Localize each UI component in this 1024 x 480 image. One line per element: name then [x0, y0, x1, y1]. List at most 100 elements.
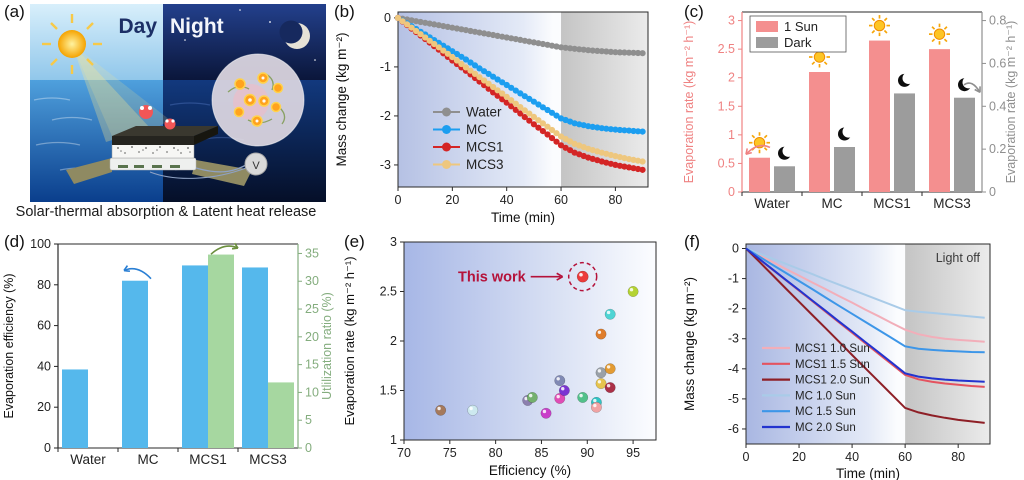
bar-group-mcs3 [242, 267, 294, 448]
moon-icon [898, 72, 915, 87]
right-tick-label: 30 [305, 274, 319, 288]
bar-group-mc [809, 46, 855, 192]
x-tick-label: 80 [951, 450, 965, 464]
sun-icon [929, 23, 950, 45]
scatter-point [595, 328, 607, 340]
left-axis-title: Evaporation rate (kg m⁻² h⁻¹) [682, 21, 696, 184]
legend-label: Dark [784, 35, 812, 50]
right-tick-label: 10 [305, 385, 319, 399]
series-mcs1-1.0-sun [745, 247, 985, 343]
left-tick-label: 0 [728, 185, 735, 199]
legend-label: 1 Sun [784, 19, 818, 34]
y-tick-label: -6 [728, 422, 739, 436]
sun-icon [869, 15, 890, 37]
right-tick-label: 35 [305, 246, 319, 260]
bar-dark [894, 93, 915, 192]
x-tick-label: 80 [489, 446, 503, 460]
bar-group-water [749, 132, 795, 192]
day-label: Day [118, 15, 157, 38]
light-off-shade [905, 244, 990, 444]
this-work-dashed-circle [567, 261, 598, 292]
category-label: MCS3 [249, 452, 287, 467]
scatter-point [595, 367, 607, 379]
right-tick-label: 0.6 [989, 56, 1006, 70]
left-axis-arrow-head [123, 265, 131, 273]
axes: 0 -1 -2 -3 0 20 40 60 80 Time (min) Mass change (k… [334, 11, 649, 225]
x-axis-title: Efficiency (%) [489, 463, 571, 478]
y-tick-label: 3 [390, 235, 397, 249]
right-axis-arrow-head [974, 86, 981, 94]
panel-e-comparison-scatter: (e) 1 1.5 2 2.5 3 70 75 80 85 90 95 Efficiency (%) E… [340, 230, 680, 480]
right-tick-label: 0.8 [989, 14, 1006, 28]
bar-dark [834, 147, 855, 192]
scatter-point [627, 286, 639, 297]
legend-label: MC 1.5 Sun [795, 406, 856, 418]
bar-1-sun [929, 49, 950, 193]
voltmeter: V [149, 152, 268, 179]
bar-evaporation-efficiency [242, 267, 268, 448]
right-axis-arrow-head [231, 242, 239, 250]
bar-utilization-ratio [208, 254, 234, 448]
x-tick-label: 70 [397, 446, 411, 460]
left-tick-label: 80 [37, 278, 51, 292]
bar-dark [954, 97, 975, 192]
chart-mass-change-1sun: 0 -1 -2 -3 0 20 40 60 80 Time (min) Mass change (k… [334, 11, 649, 225]
left-tick-label: 0.5 [718, 156, 735, 170]
right-tick-label: 15 [305, 358, 319, 372]
right-tick-label: 0.4 [989, 99, 1006, 113]
legend-label: MC 1.0 Sun [795, 390, 856, 402]
right-axis-arrow [963, 82, 981, 93]
moon-icon [778, 145, 795, 160]
y-tick-label: -4 [728, 362, 739, 376]
legend-label: MCS1 2.0 Sun [795, 375, 870, 387]
scatter-point [604, 382, 616, 393]
y-tick-label: -3 [380, 158, 391, 172]
right-tick-label: 20 [305, 330, 319, 344]
x-tick-label: 80 [608, 193, 622, 207]
scatter-point [540, 407, 552, 419]
shade-label: Light off [936, 251, 981, 265]
y-tick-label: 0 [732, 242, 739, 256]
left-axis-title: Evaporation efficiency (%) [2, 274, 16, 419]
left-tick-label: 2.5 [718, 42, 735, 56]
bar-group-water [62, 369, 88, 448]
panel-a-caption: Solar-thermal absorption & Latent heat r… [15, 204, 317, 220]
x-tick-label: 40 [500, 193, 514, 207]
x-tick-label: 40 [845, 450, 859, 464]
y-tick-label: 1 [390, 433, 397, 447]
left-axis-arrow [745, 144, 771, 155]
category-label: MCS1 [189, 452, 227, 467]
y-tick-label: -1 [380, 60, 391, 74]
x-tick-label: 20 [445, 193, 459, 207]
sun-beam [72, 44, 170, 150]
bar-evaporation-efficiency [122, 280, 148, 448]
series-water [394, 14, 646, 57]
panel-c-evaporation-rate-chart: (c) 0 0.5 1 1.5 2 2.5 3 0 0.2 0.4 0.6 0.8 Evaporatio… [680, 0, 1024, 230]
plot-background [404, 242, 656, 440]
glowing-particles [233, 72, 284, 127]
category-label: MCS3 [933, 196, 971, 211]
x-tick-label: 90 [580, 446, 594, 460]
y-tick-label: -5 [728, 392, 739, 406]
axes: 1 1.5 2 2.5 3 70 75 80 85 90 95 Efficiency (%) Evapo… [342, 235, 657, 478]
left-tick-label: 0 [44, 441, 51, 455]
bar-1-sun [809, 72, 830, 192]
x-tick-label: 75 [443, 446, 457, 460]
right-tick-label: 5 [305, 413, 312, 427]
scatter-point [604, 308, 616, 320]
x-axis-title: Time (min) [836, 466, 900, 480]
bar-group-mcs1 [869, 15, 915, 193]
day-waves [33, 97, 101, 171]
y-axis-title: Mass change (kg m⁻²) [682, 277, 697, 411]
legend: MCS1 1.0 Sun MCS1 1.5 Sun MCS1 2.0 Sun MC 1… [762, 343, 870, 434]
panel-b-label: (b) [334, 2, 355, 21]
panel-e-label: (e) [344, 232, 365, 251]
bar-utilization-ratio [268, 382, 294, 448]
voltmeter-label: V [252, 160, 260, 172]
salt-inset-circle [211, 53, 305, 147]
scatter-point [590, 401, 602, 413]
bar-group-mc [122, 280, 148, 448]
bar-evaporation-efficiency [62, 369, 88, 448]
